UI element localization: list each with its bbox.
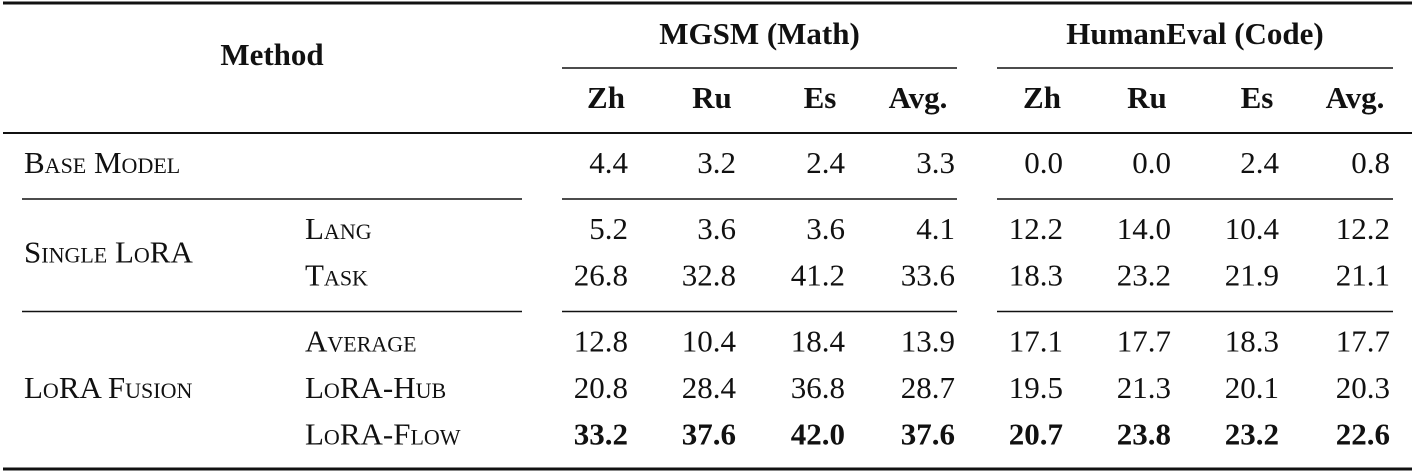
cell: 26.8 xyxy=(574,258,628,293)
group-header: HumanEval (Code) xyxy=(1066,16,1324,51)
cell: 12.2 xyxy=(1009,211,1063,246)
cell: 5.2 xyxy=(589,211,628,246)
cell: 37.6 xyxy=(901,417,955,452)
cell: 28.7 xyxy=(901,370,955,405)
cell: 2.4 xyxy=(1240,145,1279,180)
cell: 17.7 xyxy=(1336,324,1390,359)
cell: 33.2 xyxy=(574,417,628,452)
cell: 18.4 xyxy=(791,324,846,359)
cell: 20.8 xyxy=(574,370,628,405)
method-header: Method xyxy=(220,37,323,72)
section-label: Single LoRA xyxy=(24,234,193,269)
cell: 41.2 xyxy=(791,258,845,293)
cell: 19.5 xyxy=(1009,370,1063,405)
column-header: Zh xyxy=(587,80,625,115)
cell: 20.7 xyxy=(1009,417,1063,452)
cell: 12.2 xyxy=(1336,211,1390,246)
cell: 20.3 xyxy=(1336,370,1390,405)
row-label: LoRA-Flow xyxy=(305,417,461,452)
cell: 22.6 xyxy=(1336,417,1390,452)
column-header: Zh xyxy=(1023,80,1061,115)
section-label: Base Model xyxy=(24,145,180,180)
column-header: Es xyxy=(804,80,837,115)
cell: 33.6 xyxy=(901,258,955,293)
cell: 36.8 xyxy=(791,370,845,405)
cell: 32.8 xyxy=(682,258,736,293)
row-label: Lang xyxy=(305,211,372,246)
cell: 0.0 xyxy=(1024,145,1063,180)
cell: 0.8 xyxy=(1351,145,1390,180)
cell: 23.2 xyxy=(1225,417,1279,452)
cell: 10.4 xyxy=(682,324,737,359)
cell: 42.0 xyxy=(791,417,845,452)
cell: 3.6 xyxy=(697,211,736,246)
row-label: LoRA-Hub xyxy=(305,370,446,405)
cell: 21.3 xyxy=(1117,370,1171,405)
cell: 17.1 xyxy=(1009,324,1063,359)
cell: 4.4 xyxy=(589,145,628,180)
column-header: Avg. xyxy=(889,80,948,115)
row-label: Average xyxy=(305,324,417,359)
cell: 4.1 xyxy=(916,211,955,246)
cell: 20.1 xyxy=(1225,370,1279,405)
cell: 3.6 xyxy=(806,211,845,246)
column-header: Ru xyxy=(1127,80,1167,115)
cell: 18.3 xyxy=(1225,324,1279,359)
cell: 21.1 xyxy=(1336,258,1390,293)
cell: 2.4 xyxy=(806,145,845,180)
cell: 10.4 xyxy=(1225,211,1280,246)
cell: 37.6 xyxy=(682,417,736,452)
cell: 23.8 xyxy=(1117,417,1171,452)
column-header: Ru xyxy=(692,80,732,115)
cell: 23.2 xyxy=(1117,258,1171,293)
cell: 18.3 xyxy=(1009,258,1063,293)
column-header: Avg. xyxy=(1326,80,1385,115)
cell: 3.2 xyxy=(697,145,736,180)
cell: 17.7 xyxy=(1117,324,1171,359)
cell: 21.9 xyxy=(1225,258,1279,293)
cell: 0.0 xyxy=(1132,145,1171,180)
section-label: LoRA Fusion xyxy=(24,370,193,405)
cell: 13.9 xyxy=(901,324,955,359)
row-label: Task xyxy=(305,258,368,293)
cell: 12.8 xyxy=(574,324,628,359)
cell: 28.4 xyxy=(682,370,737,405)
column-header: Es xyxy=(1241,80,1274,115)
cell: 14.0 xyxy=(1117,211,1171,246)
group-header: MGSM (Math) xyxy=(659,16,860,51)
cell: 3.3 xyxy=(916,145,955,180)
